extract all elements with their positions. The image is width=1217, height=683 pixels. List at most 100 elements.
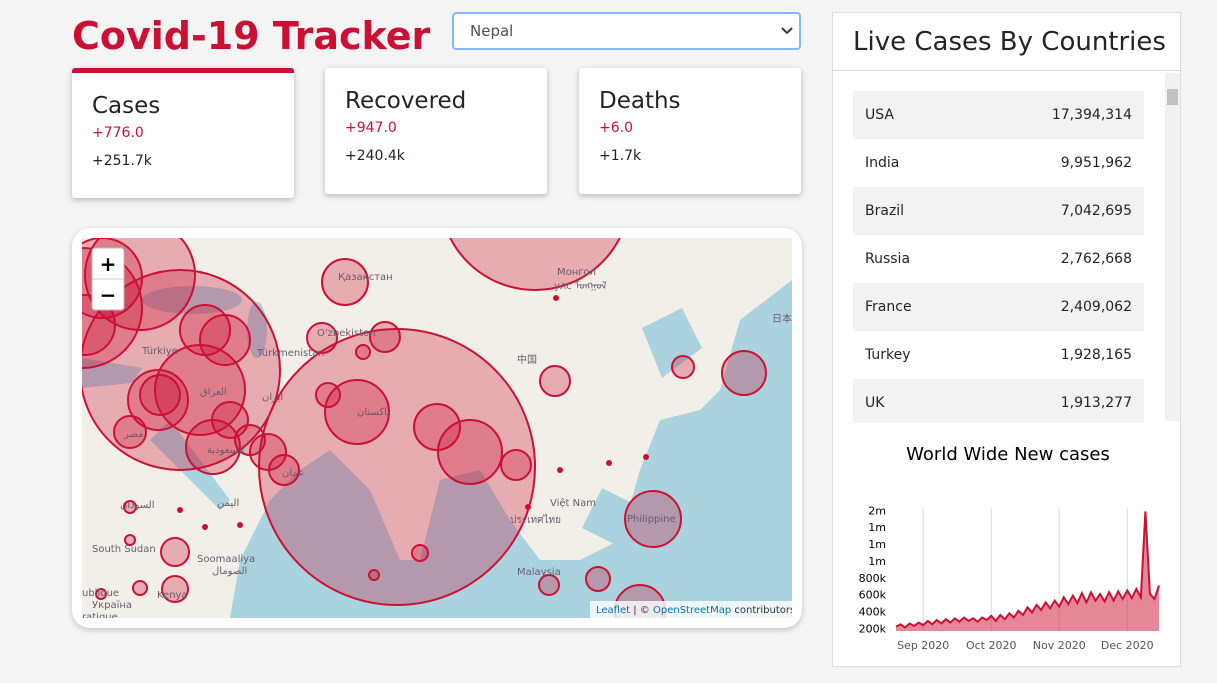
country-select[interactable]: Nepal	[452, 12, 801, 50]
y-tick-label: 600k	[859, 589, 887, 602]
stat-card[interactable]: Cases +776.0 +251.7k	[72, 68, 294, 198]
case-circle	[355, 344, 371, 360]
country-cases: 2,762,668	[1060, 251, 1132, 267]
map-label: ประเทศไทย	[510, 514, 561, 526]
attribution-sep: | ©	[633, 605, 650, 616]
x-tick-label: Oct 2020	[966, 639, 1017, 652]
case-dot	[557, 467, 563, 473]
sea	[642, 308, 702, 378]
map-label: South Sudan	[92, 544, 156, 555]
case-circle	[315, 382, 341, 408]
country-name: France	[865, 299, 912, 315]
app-title: Covid-19 Tracker	[72, 14, 431, 58]
zoom-out[interactable]: −	[100, 283, 117, 307]
case-circle	[161, 575, 189, 603]
map-label: العراق	[200, 387, 227, 398]
case-circle	[539, 365, 571, 397]
scrollbar[interactable]	[1165, 73, 1180, 421]
map-label: مصر	[123, 429, 144, 440]
map-label: السودان	[120, 500, 155, 511]
case-circle	[139, 374, 181, 416]
y-tick-label: 1m	[868, 521, 886, 534]
case-circle	[449, 238, 621, 291]
country-cases: 2,409,062	[1060, 299, 1132, 315]
select-arrow	[781, 27, 793, 35]
map-label: Türkmenistan	[256, 348, 325, 359]
country-cases: 1,928,165	[1060, 347, 1132, 363]
country-cases: 7,042,695	[1060, 203, 1132, 219]
case-circle	[324, 379, 390, 445]
case-circle	[585, 566, 611, 592]
chart-title: World Wide New cases	[906, 444, 1110, 465]
attribution-bg	[590, 601, 792, 618]
y-tick-label: 200k	[859, 622, 887, 635]
card-title: Deaths	[599, 88, 681, 114]
case-circle	[268, 454, 300, 486]
map-label: الصومال	[212, 566, 247, 577]
map-label: السعودية	[207, 445, 244, 456]
sea	[582, 488, 702, 568]
case-dot	[202, 524, 208, 530]
country-name: Turkey	[865, 347, 911, 363]
country-row: USA 17,394,314	[853, 91, 1144, 139]
country-name: UK	[865, 395, 885, 411]
case-circle	[199, 314, 251, 366]
country-cases: 1,913,277	[1060, 395, 1132, 411]
country-row: Brazil 7,042,695	[853, 187, 1144, 235]
country-name: Russia	[865, 251, 911, 267]
attribution-link[interactable]: Leaflet	[596, 605, 630, 616]
zoom-in[interactable]: +	[100, 252, 117, 276]
case-circle	[258, 328, 536, 606]
map-label: پاکستان	[357, 407, 390, 418]
map-label: ایران	[262, 392, 283, 403]
case-circle	[500, 449, 532, 481]
case-circle	[132, 580, 148, 596]
case-circle	[124, 534, 136, 546]
case-dot	[606, 460, 612, 466]
case-circle	[95, 588, 107, 600]
y-tick-label: 1m	[868, 555, 886, 568]
country-row: Russia 2,762,668	[853, 235, 1144, 283]
map-label: عمان	[282, 468, 304, 479]
country-row: Turkey 1,928,165	[853, 331, 1144, 379]
map-label: Монгол	[557, 267, 596, 278]
chart: World Wide New cases 200k 400k 600k 800k 1m 1…	[859, 444, 1160, 652]
case-circle	[624, 490, 682, 548]
case-circle	[411, 544, 429, 562]
stat-card[interactable]: Recovered +947.0 +240.4k	[325, 68, 547, 194]
map-label: ublique	[82, 588, 119, 599]
country-cases: 9,951,962	[1060, 155, 1132, 171]
map-label: Malaysia	[517, 567, 561, 578]
case-circle	[113, 415, 147, 449]
map-card: Қазақстан Монгол улс ᠮᠤᠩᠭᠤᠯ Türkiye O'zbekis…	[72, 228, 802, 628]
case-dot	[553, 295, 559, 301]
map-label: O'zbekiston	[317, 328, 376, 339]
case-circle	[123, 500, 137, 514]
country-row: India 9,951,962	[853, 139, 1144, 187]
sea	[150, 420, 230, 510]
map-label: Україна	[92, 600, 132, 611]
y-tick-label: 800k	[859, 572, 887, 585]
x-tick-label: Sep 2020	[897, 639, 949, 652]
attribution-link[interactable]: OpenStreetMap	[653, 605, 731, 616]
map-label: 中国	[517, 353, 537, 366]
scroll-thumb[interactable]	[1167, 89, 1178, 105]
case-circle	[82, 269, 281, 471]
card-title: Cases	[92, 93, 161, 119]
x-tick-label: Nov 2020	[1033, 639, 1086, 652]
country-table: USA 17,394,314 India 9,951,962 Brazil 7,042,6…	[833, 73, 1180, 423]
case-dot	[525, 504, 531, 510]
x-tick-label: Dec 2020	[1101, 639, 1154, 652]
map[interactable]: Қазақстан Монгол улс ᠮᠤᠩᠭᠤᠯ Türkiye O'zbekis…	[82, 238, 792, 618]
map-label: Soomaaliya	[197, 554, 255, 565]
case-circle	[538, 574, 560, 596]
card-total: +240.4k	[345, 148, 405, 164]
country-name: India	[865, 155, 900, 171]
card-today: +776.0	[92, 125, 144, 141]
map-label: Türkiye	[141, 346, 178, 357]
case-circle	[154, 344, 246, 436]
country-row: UK 1,913,277	[853, 379, 1144, 423]
case-dot	[643, 454, 649, 460]
stat-card[interactable]: Deaths +6.0 +1.7k	[579, 68, 801, 194]
